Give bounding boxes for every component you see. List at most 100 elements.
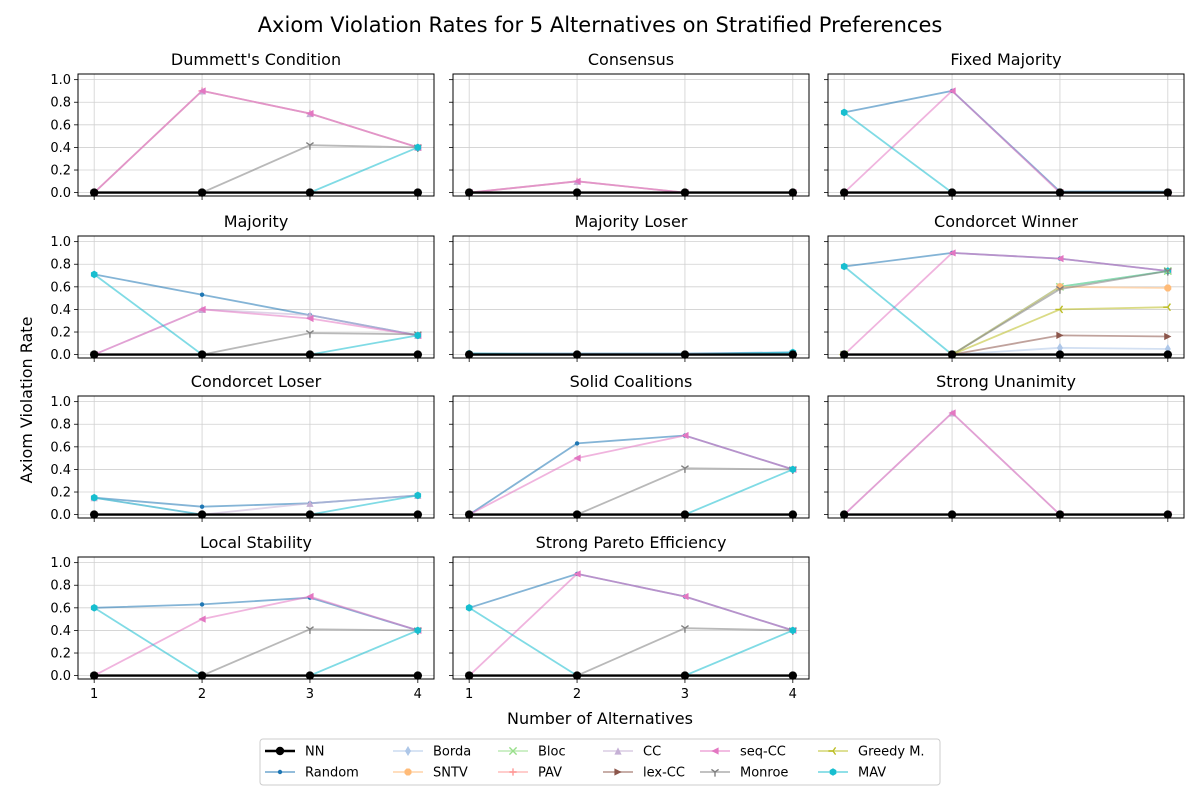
series-line-seq-cc xyxy=(843,411,1168,516)
data-point-seq-cc xyxy=(198,305,206,314)
data-point-nn xyxy=(572,671,582,680)
y-tick-label: 0.8 xyxy=(50,579,71,594)
series-monroe xyxy=(90,626,422,681)
series-pav xyxy=(90,87,422,197)
data-point-seq-cc xyxy=(198,615,206,623)
legend-marker xyxy=(829,768,837,776)
legend-item-nn: NN xyxy=(265,745,324,760)
data-point-monroe xyxy=(305,626,314,634)
data-point-nn xyxy=(839,350,849,359)
y-tick-label: 0.6 xyxy=(50,280,71,295)
y-axis-label: Axiom Violation Rate xyxy=(17,317,36,484)
legend-item-seq-cc: seq-CC xyxy=(700,745,786,760)
data-point-mav xyxy=(465,604,473,612)
x-axis-label: Number of Alternatives xyxy=(507,709,693,728)
legend-marker xyxy=(275,746,285,756)
data-point-monroe xyxy=(1055,285,1064,294)
data-point-nn xyxy=(1163,188,1173,197)
data-point-seq-cc xyxy=(573,570,581,578)
series-line-monroe xyxy=(94,144,418,194)
data-point-greedy-m xyxy=(1055,305,1064,314)
data-point-nn xyxy=(413,188,423,197)
y-tick-label: 0.2 xyxy=(50,486,71,501)
series-seq-cc xyxy=(840,409,1172,519)
legend-label: NN xyxy=(305,745,324,760)
subplot-local-stability: 0.0 0.2 0.4 0.6 0.8 1.0 1 2 3 4 Local Stability xyxy=(50,533,435,702)
data-point-nn xyxy=(89,350,99,359)
data-point-seq-cc xyxy=(306,109,314,118)
data-point-seq-cc xyxy=(198,87,206,95)
series-nn xyxy=(839,510,1173,519)
y-tick-label: 1.0 xyxy=(50,235,71,250)
series-line-mav xyxy=(843,111,1168,194)
series-line-mav xyxy=(93,607,419,677)
subplot-dummett-s-condition: 0.0 0.2 0.4 0.6 0.8 1.0 Dummett's Condition xyxy=(50,50,435,201)
data-point-seq-cc xyxy=(681,431,689,440)
legend-label: MAV xyxy=(858,766,886,781)
data-point-monroe xyxy=(305,329,314,338)
legend-marker xyxy=(710,768,720,777)
y-tick-label: 0.0 xyxy=(50,508,71,523)
x-tick-label: 1 xyxy=(90,687,98,702)
y-tick-label: 0.2 xyxy=(50,164,71,179)
series-line-mav xyxy=(468,607,794,677)
subplot-condorcet-loser: 0.0 0.2 0.4 0.6 0.8 1.0 Condorcet Loser xyxy=(50,372,435,523)
data-point-nn xyxy=(464,671,474,680)
data-point-seq-cc xyxy=(573,177,581,185)
subplot-grid: 0.0 0.2 0.4 0.6 0.8 1.0 Dummett's Condition Con… xyxy=(50,50,1185,702)
series-line-seq-cc xyxy=(843,251,1168,356)
subplot-title: Dummett's Condition xyxy=(171,50,341,69)
data-point-nn xyxy=(680,188,690,197)
legend-frame xyxy=(259,738,941,786)
data-point-nn xyxy=(305,510,315,519)
series-line-random xyxy=(94,596,419,632)
axes-frame xyxy=(827,73,1185,197)
subplot-title: Condorcet Winner xyxy=(934,212,1078,231)
series-line-monroe xyxy=(844,270,1168,356)
data-point-nn xyxy=(89,510,99,519)
series-seq-cc xyxy=(90,87,422,197)
figure-title: Axiom Violation Rates for 5 Alternatives… xyxy=(258,13,943,37)
data-point-mav xyxy=(840,108,848,117)
data-point-seq-cc xyxy=(681,592,689,601)
data-point-monroe xyxy=(680,465,689,473)
data-point-nn xyxy=(839,510,849,519)
series-monroe xyxy=(465,465,797,520)
data-point-nn xyxy=(947,510,957,519)
data-point-seq-cc xyxy=(948,87,956,95)
y-tick-label: 0.0 xyxy=(50,348,71,363)
subplot-strong-pareto-efficiency: 1 2 3 4 Strong Pareto Efficiency xyxy=(449,533,810,702)
series-nn xyxy=(89,510,423,519)
y-tick-label: 1.0 xyxy=(50,395,71,410)
axes-frame xyxy=(77,395,435,519)
legend-marker xyxy=(509,768,517,776)
y-tick-label: 1.0 xyxy=(50,73,71,88)
y-tick-label: 0.6 xyxy=(50,440,71,455)
subplot-title: Solid Coalitions xyxy=(570,372,693,391)
legend-marker xyxy=(614,768,622,776)
legend-marker xyxy=(614,747,622,755)
data-point-random xyxy=(199,504,205,509)
series-nn xyxy=(839,188,1173,197)
data-point-mav xyxy=(90,604,98,612)
legend-item-pav: PAV xyxy=(498,766,562,781)
axes-frame xyxy=(452,235,810,359)
data-point-nn xyxy=(413,510,423,519)
legend-marker xyxy=(828,746,837,756)
legend-label: Random xyxy=(305,766,359,781)
subplot-title: Consensus xyxy=(588,50,674,69)
data-point-lex-cc xyxy=(1164,332,1172,341)
series-line-pav xyxy=(93,89,419,194)
data-point-nn xyxy=(839,188,849,197)
data-point-nn xyxy=(1055,188,1065,197)
legend-item-mav: MAV xyxy=(818,766,886,781)
series-line-seq-cc xyxy=(843,89,1168,194)
legend-label: lex-CC xyxy=(643,766,685,781)
y-tick-label: 0.0 xyxy=(50,186,71,201)
axes-frame xyxy=(77,235,435,359)
series-nn xyxy=(464,510,798,519)
data-point-seq-cc xyxy=(306,314,314,323)
series-line-monroe xyxy=(469,467,793,516)
data-point-nn xyxy=(788,510,798,519)
